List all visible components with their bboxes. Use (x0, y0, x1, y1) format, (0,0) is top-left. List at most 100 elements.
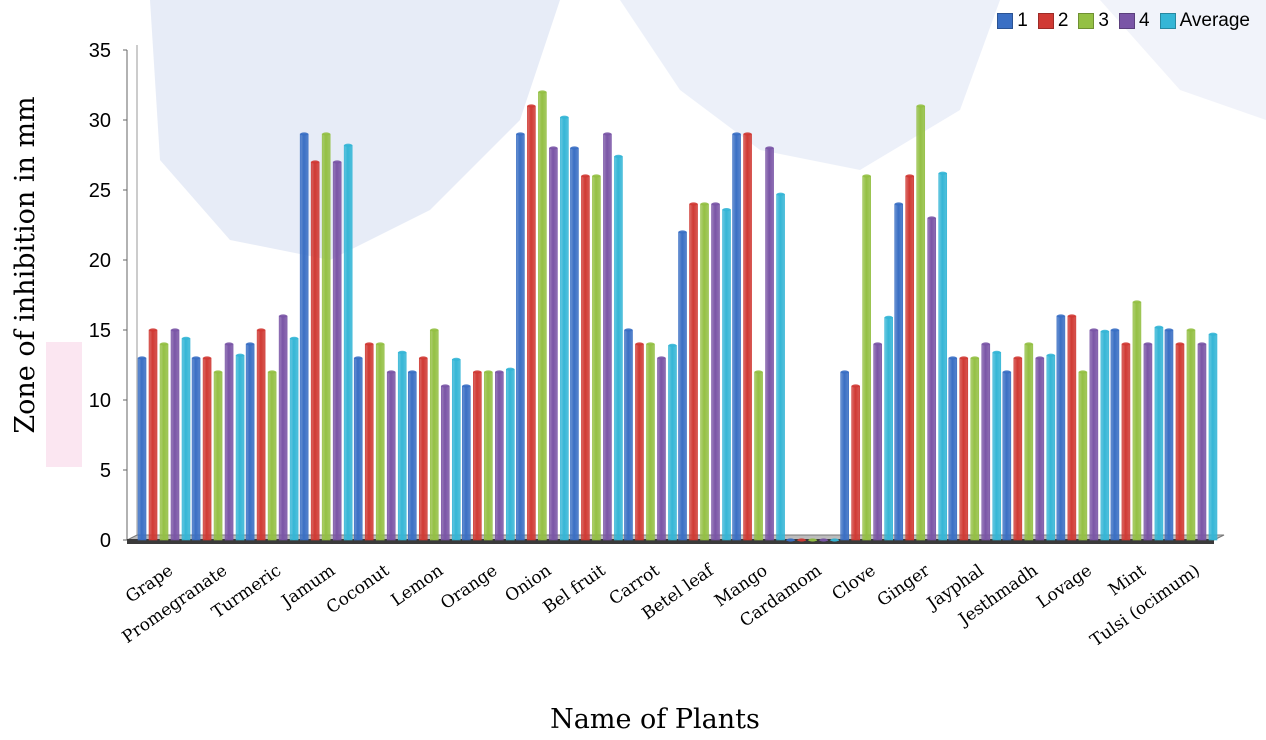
bar-cap (970, 356, 979, 360)
bar-lemon-series-2 (418, 357, 428, 541)
bar-onion-series-3 (538, 91, 547, 541)
bar-cap (1186, 328, 1195, 332)
bar-bel-fruit-series-average (614, 156, 623, 541)
bar-tulsi-ocimum-series-average (1208, 333, 1218, 541)
bar-ginger-series-2 (905, 175, 915, 541)
bar-cap (1208, 332, 1217, 336)
bar-bel-fruit-series-2 (581, 175, 590, 541)
bar-cap (668, 343, 677, 347)
bar-carrot-series-average (668, 345, 677, 541)
bar-orange-series-1 (462, 385, 471, 541)
bar-coconut-series-3 (375, 343, 385, 541)
bar-lovage-series-average (1100, 331, 1110, 541)
bar-carrot-series-1 (624, 329, 633, 541)
bar-promegranate-series-4 (224, 343, 234, 541)
legend-swatch (1078, 13, 1095, 29)
bar-cap (495, 370, 504, 374)
bar-ginger-series-1 (894, 203, 904, 541)
bar-cap (549, 146, 558, 150)
bar-cap (581, 174, 590, 178)
bar-mango-series-4 (765, 147, 774, 541)
bar-cap (527, 104, 536, 108)
bar-cap (1024, 342, 1033, 346)
bar-cap (959, 356, 968, 360)
bar-clove-series-4 (873, 343, 882, 541)
bar-lovage-series-1 (1056, 315, 1066, 541)
bar-promegranate-series-3 (213, 371, 223, 541)
bar-cap (322, 132, 331, 136)
bar-cap (722, 208, 731, 212)
bar-lovage-series-4 (1089, 329, 1099, 541)
bar-cap (246, 342, 255, 346)
bar-cap (538, 90, 547, 94)
y-tick-label: 35 (89, 40, 111, 62)
y-tick-label: 20 (89, 250, 111, 272)
bar-jamum-series-1 (299, 133, 309, 541)
bar-mango-series-2 (743, 133, 752, 541)
legend-item: 3 (1078, 10, 1109, 32)
bar-jamum-series-3 (321, 133, 331, 541)
bar-cap (678, 230, 687, 234)
bar-ginger-series-average (938, 172, 948, 541)
bar-cap (311, 160, 320, 164)
bar-cap (732, 132, 741, 136)
bar-cap (430, 328, 439, 332)
bar-onion-series-average (560, 116, 569, 541)
bar-cap (830, 538, 839, 542)
bar-betel-leaf-series-average (722, 209, 731, 541)
y-tick-label: 30 (89, 110, 111, 132)
bar-carrot-series-4 (657, 357, 666, 541)
legend-label: 2 (1057, 10, 1069, 31)
bar-cap (376, 342, 385, 346)
bar-clove-series-average (884, 317, 893, 541)
legend-item: 4 (1118, 10, 1150, 32)
bar-cap (711, 202, 720, 206)
bar-cap (419, 356, 428, 360)
bar-cap (635, 342, 644, 346)
bar-cap (592, 174, 601, 178)
bar-cap (149, 328, 158, 332)
bar-cap (160, 342, 169, 346)
bar-turmeric-series-1 (245, 343, 255, 541)
bar-grape-series-average (181, 338, 191, 541)
bar-cap (452, 357, 461, 361)
legend-swatch (1159, 13, 1176, 29)
bar-cap (1002, 370, 1011, 374)
bar-ginger-series-4 (927, 217, 937, 541)
bar-cap (236, 353, 245, 357)
bar-bel-fruit-series-4 (603, 133, 612, 541)
x-tick-label: Clove (828, 561, 879, 605)
bar-cap (1056, 314, 1065, 318)
bar-cap (214, 370, 223, 374)
bar-coconut-series-average (397, 352, 407, 541)
bar-bel-fruit-series-1 (570, 147, 579, 541)
bar-cap (981, 342, 990, 346)
bar-onion-series-1 (516, 133, 525, 541)
bar-betel-leaf-series-4 (711, 203, 720, 541)
bar-betel-leaf-series-1 (678, 231, 687, 541)
bar-cap (819, 538, 828, 542)
bar-coconut-series-4 (386, 371, 396, 541)
bar-promegranate-series-2 (202, 357, 212, 541)
bar-cap (441, 384, 450, 388)
bar-turmeric-series-4 (278, 315, 288, 541)
bar-cap (1067, 314, 1076, 318)
bar-cap (1100, 329, 1109, 333)
bar-cap (1089, 328, 1098, 332)
bar-onion-series-4 (549, 147, 558, 541)
bar-jamum-series-4 (332, 161, 342, 541)
bar-turmeric-series-average (289, 338, 299, 541)
bar-cap (268, 370, 277, 374)
bar-turmeric-series-2 (256, 329, 266, 541)
legend-item: 1 (997, 10, 1028, 32)
bar-cap (700, 202, 709, 206)
bar-jamum-series-2 (310, 161, 320, 541)
bar-lemon-series-4 (440, 385, 450, 541)
bar-cap (225, 342, 234, 346)
y-tick-label: 5 (100, 460, 111, 482)
bar-cap (182, 336, 191, 340)
bar-cap (1154, 325, 1163, 329)
bar-lovage-series-2 (1067, 315, 1077, 541)
legend-label: 1 (1017, 10, 1028, 31)
